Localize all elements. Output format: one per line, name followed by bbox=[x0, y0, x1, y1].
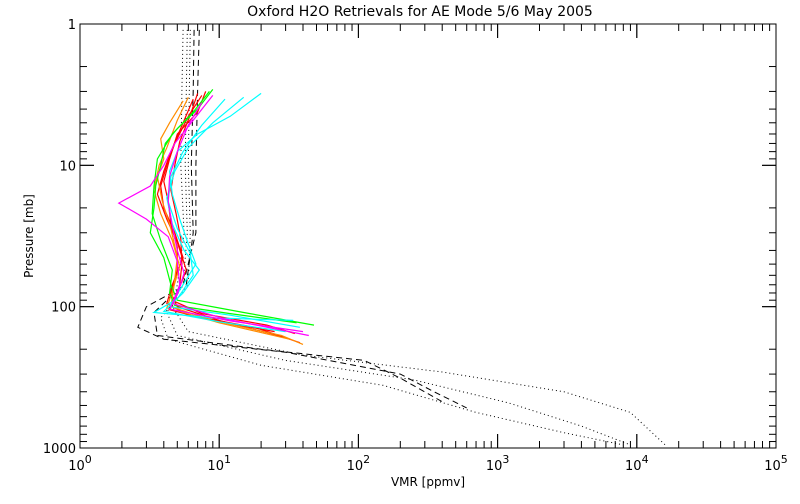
retrieval-profiles bbox=[117, 89, 315, 345]
retrieval-10-line bbox=[162, 96, 286, 333]
reference-profiles bbox=[137, 29, 666, 446]
y-tick-labels: 1 10 100 1000 bbox=[43, 18, 76, 457]
y-tick-label: 100 bbox=[51, 301, 76, 316]
plot-frame bbox=[79, 23, 777, 449]
x-tick-labels: 100 101 102 103 104 105 bbox=[68, 453, 788, 474]
y-tick-label: 10 bbox=[59, 159, 76, 174]
x-tick-label: 105 bbox=[764, 453, 788, 474]
reference-profile-dashed bbox=[137, 29, 467, 409]
axis-ticks bbox=[79, 23, 777, 449]
y-tick-label: 1 bbox=[68, 18, 76, 33]
reference-profile-dotted bbox=[160, 29, 624, 446]
x-tick-label: 102 bbox=[347, 453, 371, 474]
retrieval-4-line bbox=[170, 93, 296, 335]
y-tick-label: 1000 bbox=[43, 442, 76, 457]
retrieval-13-line bbox=[167, 102, 304, 333]
chart-title: Oxford H2O Retrievals for AE Mode 5/6 Ma… bbox=[247, 4, 593, 20]
retrieval-11-line bbox=[152, 98, 294, 321]
x-axis-label: VMR [ppmv] bbox=[391, 475, 465, 489]
x-tick-label: 104 bbox=[625, 453, 649, 474]
reference-profile-dashed bbox=[153, 29, 443, 403]
retrieval-12-line bbox=[117, 95, 309, 337]
x-tick-label: 101 bbox=[207, 453, 231, 474]
retrieval-9-line bbox=[168, 92, 301, 328]
y-axis-label: Pressure [mb] bbox=[22, 194, 36, 278]
reference-profile-dotted bbox=[166, 29, 631, 446]
x-tick-label: 103 bbox=[486, 453, 510, 474]
x-tick-label: 100 bbox=[68, 453, 92, 474]
reference-profile-dotted bbox=[171, 29, 666, 446]
